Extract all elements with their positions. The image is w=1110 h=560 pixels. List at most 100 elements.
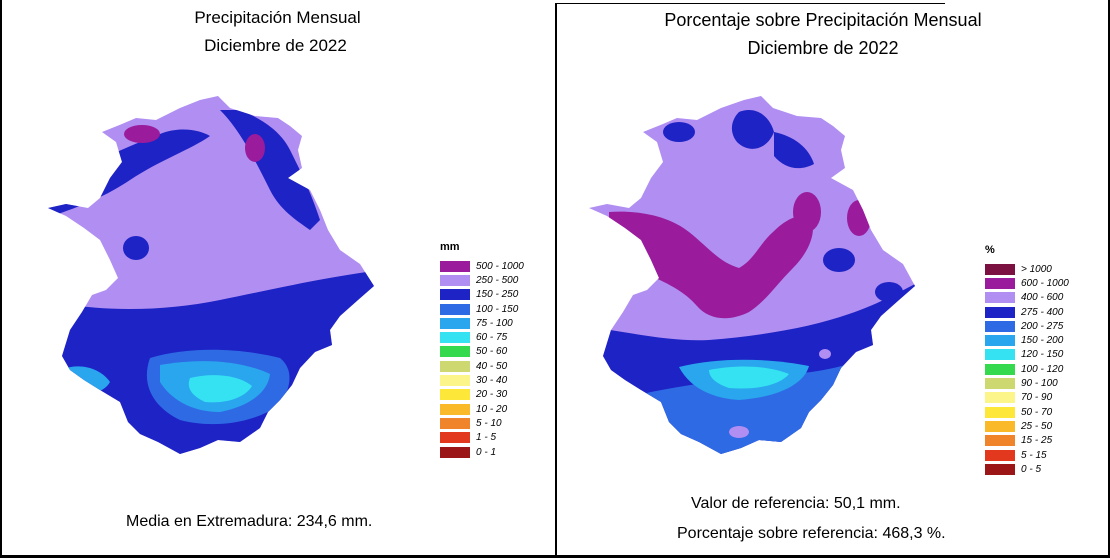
left-stat: Media en Extremadura: 234,6 mm. — [126, 513, 373, 530]
legend-entry: 0 - 5 — [985, 462, 1069, 476]
legend-swatch — [440, 260, 470, 272]
legend-entry: 150 - 200 — [985, 333, 1069, 347]
legend-label: 5 - 15 — [1021, 449, 1047, 461]
legend-swatch — [440, 417, 470, 429]
legend-entry: 100 - 150 — [440, 302, 524, 316]
legend-entry: 30 - 40 — [440, 373, 524, 387]
legend-label: 120 - 150 — [1021, 349, 1064, 361]
legend-entry: 20 - 30 — [440, 388, 524, 402]
legend-entry: 10 - 20 — [440, 402, 524, 416]
legend-swatch — [985, 277, 1015, 289]
legend-swatch — [985, 378, 1015, 390]
percentage-map — [589, 96, 915, 454]
legend-label: 150 - 200 — [1021, 335, 1064, 347]
legend-label: 1 - 5 — [476, 432, 497, 444]
left-subtitle: Diciembre de 2022 — [204, 36, 347, 55]
legend-entry: 75 - 100 — [440, 316, 524, 330]
legend-label: 40 - 50 — [476, 360, 508, 372]
legend-swatch — [985, 306, 1015, 318]
legend-swatch — [440, 289, 470, 301]
legend-entry: 25 - 50 — [985, 419, 1069, 433]
legend-label: 250 - 500 — [476, 274, 519, 286]
legend-swatch — [985, 406, 1015, 418]
legend-entry: 250 - 500 — [440, 273, 524, 287]
legend-label: 20 - 30 — [476, 389, 508, 401]
legend-label: 50 - 70 — [1021, 406, 1053, 418]
legend-label: 400 - 600 — [1021, 292, 1064, 304]
legend-swatch — [440, 274, 470, 286]
legend-label: 100 - 150 — [476, 303, 519, 315]
legend-label: 5 - 10 — [476, 417, 502, 429]
legend-entry: 500 - 1000 — [440, 259, 524, 273]
legend-swatch — [440, 389, 470, 401]
legend-swatch — [440, 332, 470, 344]
legend-label: 0 - 5 — [1021, 463, 1042, 475]
legend-entry: 60 - 75 — [440, 330, 524, 344]
right-stat-percentage: Porcentaje sobre referencia: 468,3 %. — [677, 525, 946, 542]
legend-label: 50 - 60 — [476, 346, 508, 358]
legend-swatch — [440, 375, 470, 387]
legend-label: 25 - 50 — [1021, 420, 1053, 432]
legend-swatch — [440, 346, 470, 358]
legend-swatch — [985, 463, 1015, 475]
legend-swatch — [985, 320, 1015, 332]
right-title: Porcentaje sobre Precipitación Mensual — [664, 10, 982, 30]
legend-swatch — [440, 403, 470, 415]
left-legend: mm 500 - 1000 250 - 500 150 - 250 100 - 150… — [440, 241, 524, 459]
left-title: Precipitación Mensual — [194, 8, 361, 27]
legend-swatch — [985, 392, 1015, 404]
legend-entry: 150 - 250 — [440, 288, 524, 302]
percentage-panel: Porcentaje sobre Precipitación Mensual D… — [557, 0, 1105, 555]
legend-swatch — [985, 292, 1015, 304]
legend-entry: 5 - 15 — [985, 448, 1069, 462]
legend-label: 500 - 1000 — [476, 260, 524, 272]
legend-entry: 400 - 600 — [985, 291, 1069, 305]
precipitation-map — [48, 96, 374, 454]
legend-swatch — [985, 335, 1015, 347]
legend-entry: 275 - 400 — [985, 305, 1069, 319]
legend-label: 600 - 1000 — [1021, 277, 1069, 289]
legend-entry: 5 - 10 — [440, 416, 524, 430]
panel-divider — [555, 4, 557, 555]
legend-swatch — [985, 449, 1015, 461]
legend-label: 100 - 120 — [1021, 363, 1064, 375]
legend-entry: 600 - 1000 — [985, 276, 1069, 290]
legend-swatch — [985, 349, 1015, 361]
legend-entry: 50 - 70 — [985, 405, 1069, 419]
precipitation-panel: Precipitación Mensual Diciembre de 2022 … — [0, 0, 555, 555]
legend-label: 70 - 90 — [1021, 392, 1053, 404]
legend-label: 60 - 75 — [476, 332, 508, 344]
top-rule — [555, 3, 945, 4]
legend-unit: % — [985, 244, 995, 256]
legend-entry: 40 - 50 — [440, 359, 524, 373]
legend-label: 75 - 100 — [476, 317, 513, 329]
legend-swatch — [985, 363, 1015, 375]
legend-entry: 120 - 150 — [985, 348, 1069, 362]
legend-swatch — [440, 432, 470, 444]
legend-entry: 0 - 1 — [440, 445, 524, 459]
legend-label: 10 - 20 — [476, 403, 508, 415]
legend-entry: 70 - 90 — [985, 391, 1069, 405]
legend-swatch — [985, 435, 1015, 447]
legend-label: 275 - 400 — [1021, 306, 1064, 318]
legend-swatch — [440, 446, 470, 458]
right-legend: % > 1000 600 - 1000 400 - 600 275 - 400 200 … — [985, 244, 1069, 476]
legend-entry: 1 - 5 — [440, 431, 524, 445]
legend-label: 90 - 100 — [1021, 378, 1058, 390]
right-stat-reference: Valor de referencia: 50,1 mm. — [691, 495, 901, 512]
legend-entry: 15 - 25 — [985, 434, 1069, 448]
legend-swatch — [985, 263, 1015, 275]
legend-label: > 1000 — [1021, 263, 1052, 275]
legend-label: 30 - 40 — [476, 375, 508, 387]
legend-entry: 90 - 100 — [985, 376, 1069, 390]
legend-swatch — [985, 420, 1015, 432]
legend-entry: 100 - 120 — [985, 362, 1069, 376]
legend-swatch — [440, 303, 470, 315]
legend-entry: 50 - 60 — [440, 345, 524, 359]
legend-label: 150 - 250 — [476, 289, 519, 301]
legend-label: 15 - 25 — [1021, 435, 1053, 447]
legend-unit: mm — [440, 241, 460, 253]
legend-swatch — [440, 317, 470, 329]
legend-label: 0 - 1 — [476, 446, 497, 458]
